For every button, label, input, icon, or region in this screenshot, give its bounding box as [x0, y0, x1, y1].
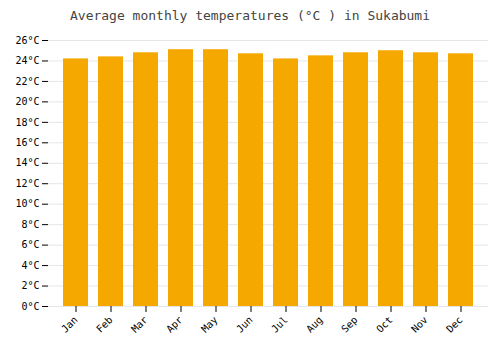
svg-text:26°C: 26°C: [15, 35, 39, 46]
svg-text:2°C: 2°C: [21, 280, 39, 291]
svg-text:20°C: 20°C: [15, 96, 39, 107]
svg-text:Oct: Oct: [374, 314, 395, 335]
svg-text:14°C: 14°C: [15, 157, 39, 168]
svg-text:18°C: 18°C: [15, 117, 39, 128]
svg-text:24°C: 24°C: [15, 55, 39, 66]
svg-text:22°C: 22°C: [15, 76, 39, 87]
svg-text:8°C: 8°C: [21, 219, 39, 230]
svg-text:Jan: Jan: [59, 314, 80, 335]
svg-text:Dec: Dec: [444, 314, 465, 335]
svg-text:Apr: Apr: [164, 314, 185, 335]
svg-text:Aug: Aug: [304, 314, 325, 335]
svg-text:16°C: 16°C: [15, 137, 39, 148]
svg-text:Mar: Mar: [129, 314, 150, 335]
svg-text:Sep: Sep: [339, 314, 360, 335]
svg-text:0°C: 0°C: [21, 301, 39, 312]
svg-text:Nov: Nov: [409, 314, 430, 335]
svg-text:May: May: [199, 314, 220, 335]
svg-text:12°C: 12°C: [15, 178, 39, 189]
html-text:Average monthly temperatures (: Average monthly temperatures (°C ) in Su…: [70, 8, 430, 23]
svg-text:6°C: 6°C: [21, 239, 39, 250]
svg-text:Jul: Jul: [269, 314, 290, 335]
svg-text:Jun: Jun: [234, 314, 255, 335]
svg-text:Feb: Feb: [94, 314, 115, 335]
svg-text:4°C: 4°C: [21, 260, 39, 271]
svg-text:10°C: 10°C: [15, 198, 39, 209]
